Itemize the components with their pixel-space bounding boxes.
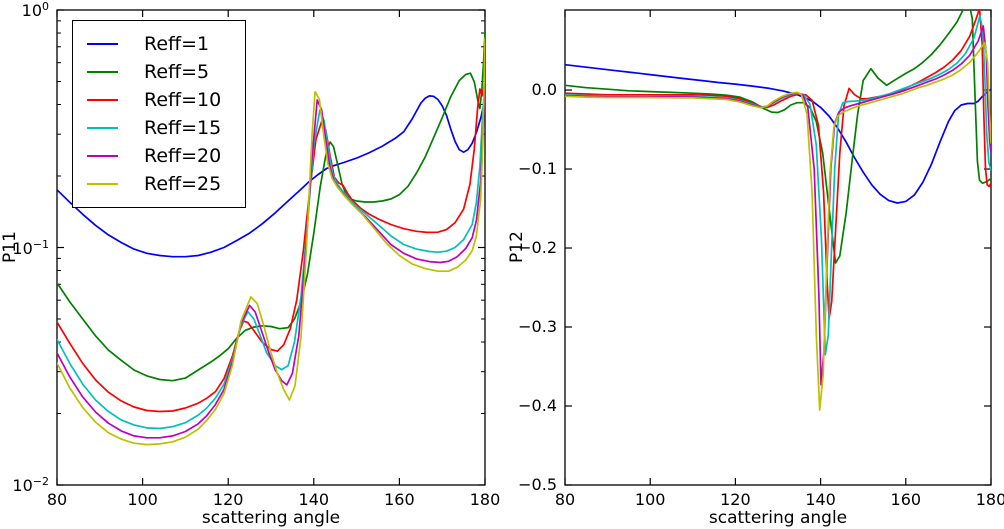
p12-x-tick-label: 160 xyxy=(890,490,922,509)
p11-x-tick-label: 120 xyxy=(212,490,244,509)
series-line-reff-15 xyxy=(565,14,991,356)
legend-line-sample xyxy=(87,127,118,129)
legend-entry: Reff=20 xyxy=(87,142,231,170)
series-line-reff-25 xyxy=(57,37,485,446)
series-line-reff-25 xyxy=(565,41,991,411)
p11-y-tick-label: 10−1 xyxy=(12,237,49,258)
p12-x-axis-label: scattering angle xyxy=(708,508,848,528)
p12-y-tick-label: −0.1 xyxy=(518,159,557,179)
p11-x-tick-label: 160 xyxy=(384,490,415,509)
legend-entry: Reff=15 xyxy=(87,114,231,142)
p12-x-tick-label: 140 xyxy=(805,490,836,509)
p11-x-tick-label: 100 xyxy=(127,490,158,509)
series-line-reff-10 xyxy=(565,10,991,320)
legend-line-sample xyxy=(87,99,118,101)
legend-label: Reff=25 xyxy=(144,172,222,195)
legend-label: Reff=20 xyxy=(144,144,222,167)
p12-y-tick-label: −0.3 xyxy=(518,317,557,336)
series-line-reff-15 xyxy=(57,80,485,430)
series-line-reff-5 xyxy=(565,10,991,264)
legend-line-sample xyxy=(87,71,118,73)
legend-label: Reff=1 xyxy=(144,32,210,55)
p11-x-tick-label: 180 xyxy=(469,490,501,509)
p12-x-tick-label: 100 xyxy=(634,490,666,509)
legend-label: Reff=15 xyxy=(144,116,222,139)
legend-line-sample xyxy=(87,183,118,185)
p12-y-tick-label: −0.5 xyxy=(518,475,557,494)
p12-x-tick-label: 180 xyxy=(975,490,1004,509)
legend-line-sample xyxy=(87,43,118,45)
series-line-reff-1 xyxy=(565,63,991,204)
p11-y-tick-label: 100 xyxy=(21,0,49,21)
p12-y-tick-label: 0.0 xyxy=(531,80,557,100)
legend-label: Reff=10 xyxy=(144,88,222,111)
legend-label: Reff=5 xyxy=(144,60,210,83)
p11-x-axis-label: scattering angle xyxy=(201,508,341,528)
p11-x-tick-label: 140 xyxy=(298,490,330,509)
p11-x-tick-label: 80 xyxy=(46,490,68,509)
legend: Reff=1 Reff=5 Reff=10 Reff=15 Reff=20 Reff=25 xyxy=(72,20,247,208)
p12-x-tick-label: 80 xyxy=(554,490,576,509)
p11-y-tick-label: 10−2 xyxy=(12,474,49,496)
legend-entry: Reff=10 xyxy=(87,86,231,114)
series-line-reff-1 xyxy=(57,95,485,258)
p12-y-tick-label: −0.4 xyxy=(518,396,557,415)
series-line-reff-20 xyxy=(57,84,485,439)
legend-entry: Reff=5 xyxy=(87,58,231,86)
p12-y-tick-label: −0.2 xyxy=(518,238,557,257)
legend-entry: Reff=25 xyxy=(87,170,231,198)
p12-x-tick-label: 120 xyxy=(720,490,751,509)
legend-entry: Reff=1 xyxy=(87,30,231,58)
legend-line-sample xyxy=(87,155,118,157)
